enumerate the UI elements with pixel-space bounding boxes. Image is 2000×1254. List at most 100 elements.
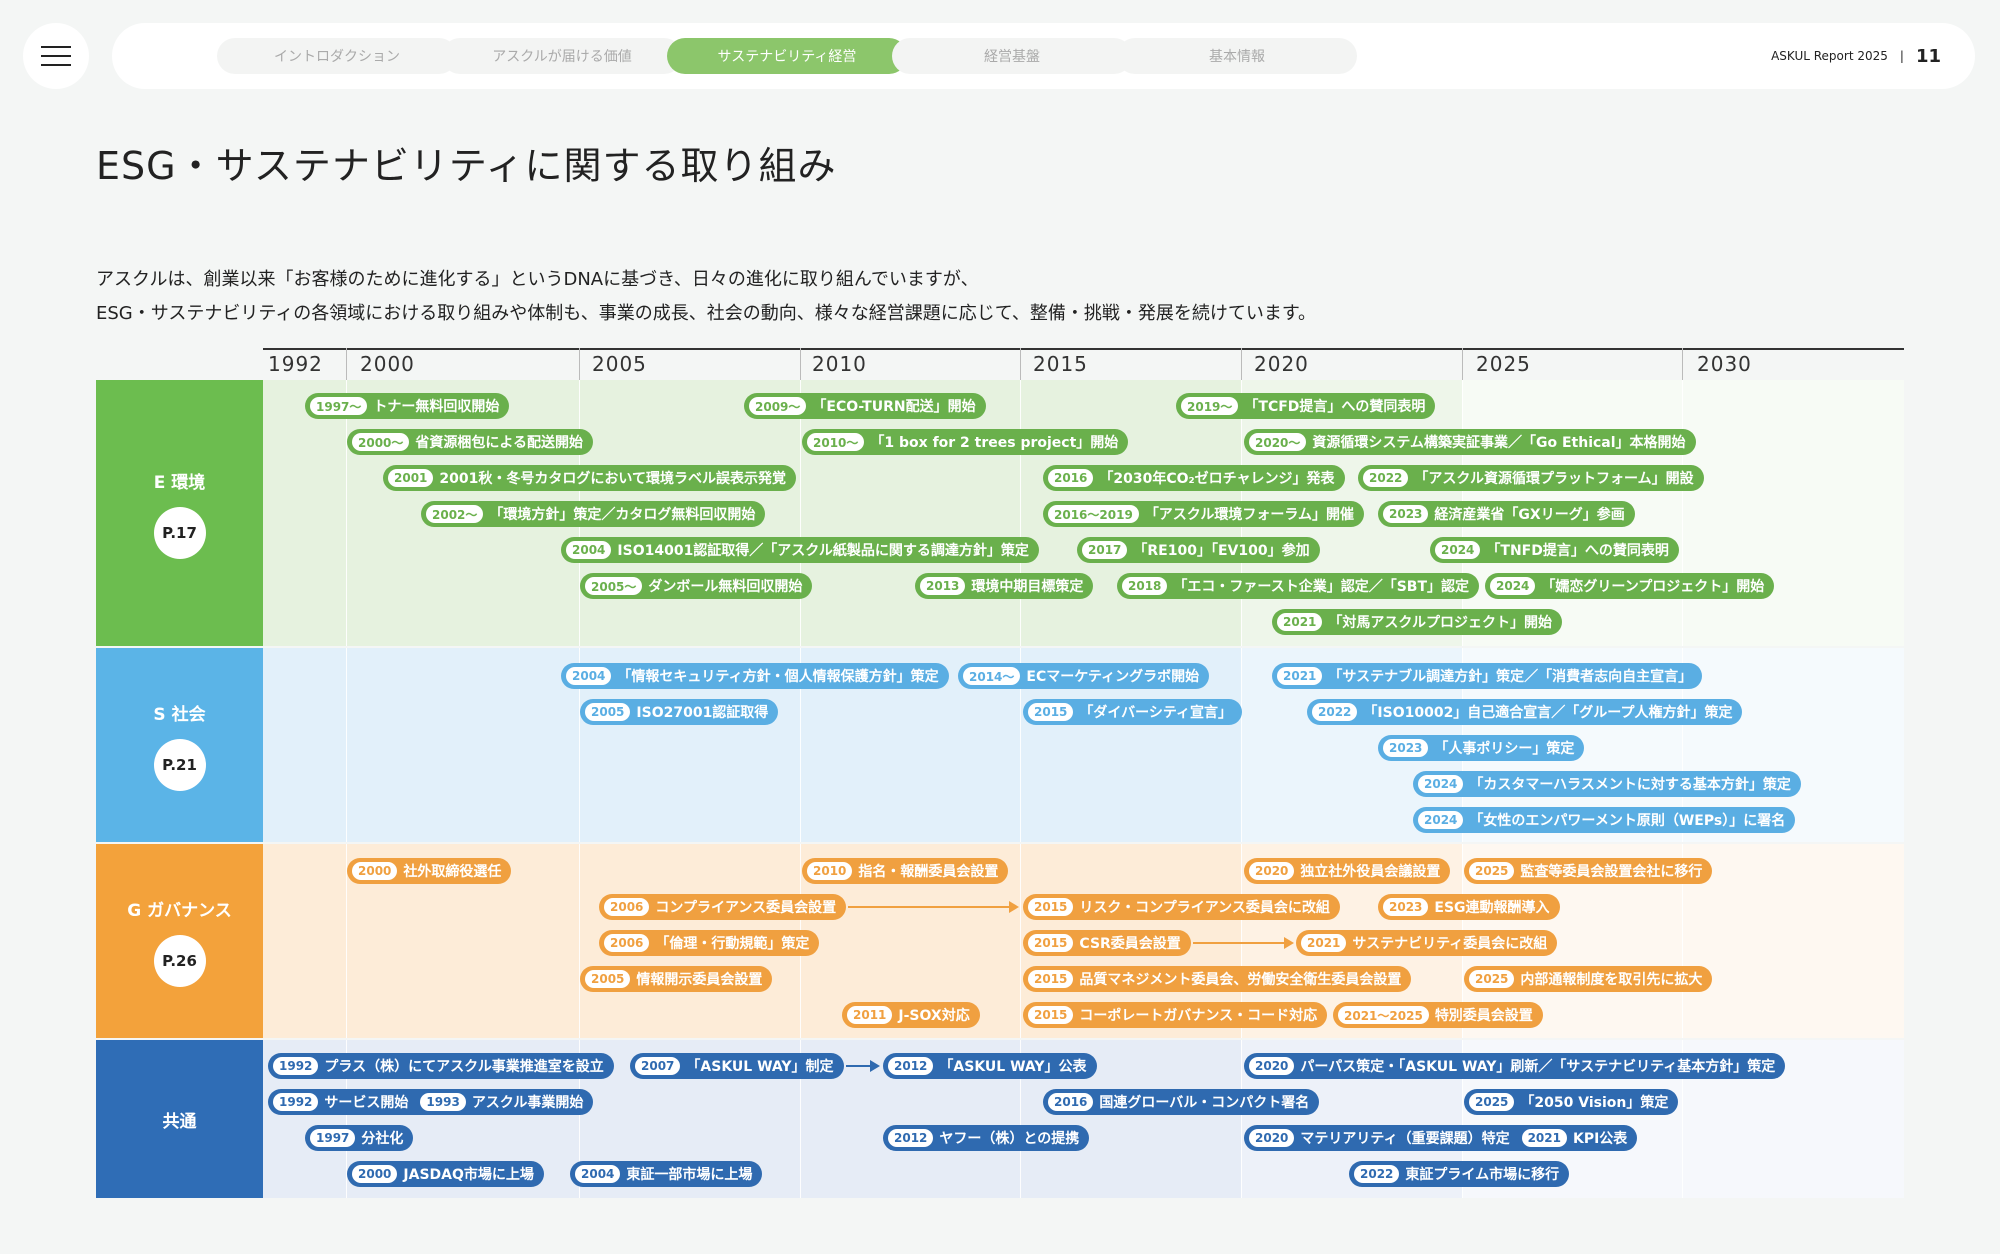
event-text: 「2030年CO₂ゼロチャレンジ」発表 [1099, 471, 1335, 487]
report-name: ASKUL Report 2025 [1771, 49, 1888, 63]
event-text: 分社化 [361, 1131, 404, 1147]
event-year: 2019〜 [1181, 397, 1239, 415]
event-year: 2024 [1418, 775, 1464, 793]
event-text: サービス開始 [324, 1095, 409, 1111]
nav-tab[interactable]: サステナビリティ経営 [667, 38, 907, 74]
event-year: 2022 [1312, 703, 1358, 721]
year-divider [1020, 1040, 1021, 1198]
timeline-event: 2012 「ASKUL WAY」公表 [883, 1053, 1097, 1079]
timeline-event: 2010 指名・報酬委員会設置 [802, 858, 1009, 884]
arrow-icon [848, 901, 1019, 913]
event-year: 2015 [1028, 703, 1074, 721]
year-divider [579, 1040, 580, 1198]
event-year: 1992 [273, 1057, 319, 1075]
timeline-event: 2000 JASDAQ市場に上場 [347, 1161, 544, 1187]
event-year: 2020 [1249, 1057, 1295, 1075]
event-text: 省資源梱包による配送開始 [415, 435, 583, 451]
nav-tab[interactable]: イントロダクション [217, 38, 457, 74]
event-year: 2006 [604, 934, 650, 952]
year-divider [1241, 844, 1242, 1038]
nav-tab[interactable]: 基本情報 [1117, 38, 1357, 74]
page-reference-link[interactable]: P.26 [153, 934, 206, 987]
top-navigation: イントロダクション アスクルが届ける価値 サステナビリティ経営 経営基盤 基本情報 AS… [112, 23, 1975, 89]
timeline-event: 2021 サステナビリティ委員会に改組 [1296, 930, 1558, 956]
timeline-event: 2020 独立社外役員会議設置 [1244, 858, 1451, 884]
event-text: 「2050 Vision」策定 [1520, 1095, 1669, 1111]
timeline-event: 2024 「女性のエンパワーメント原則（WEPs）」に署名 [1413, 807, 1796, 833]
event-year: 2020 [1249, 1129, 1295, 1147]
timeline-event: 2005 情報開示委員会設置 [580, 966, 773, 992]
event-text: 「アスクル環境フォーラム」開催 [1144, 507, 1354, 523]
event-text: 東証一部市場に上場 [626, 1167, 753, 1183]
event-year: 2025 [1469, 1093, 1515, 1111]
event-text: 「ダイバーシティ宣言」 [1079, 705, 1233, 721]
timeline-event: 2020〜 資源循環システム構築実証事業／「Go Ethical」本格開始 [1244, 429, 1696, 455]
timeline-event: 2004 ISO14001認証取得／「アスクル紙製品に関する調達方針」策定 [561, 537, 1039, 563]
event-text: 2001秋・冬号カタログにおいて環境ラベル誤表示発覚 [439, 471, 786, 487]
separator: | [1899, 49, 1904, 63]
page-reference-link[interactable]: P.21 [153, 738, 206, 791]
event-year: 2018 [1122, 577, 1168, 595]
timeline-event: 2015 品質マネジメント委員会、労働安全衛生委員会設置 [1023, 966, 1412, 992]
event-text: 内部通報制度を取引先に拡大 [1520, 972, 1703, 988]
timeline-event: 2015 CSR委員会設置 [1023, 930, 1191, 956]
year-divider [346, 648, 347, 842]
year-divider [1462, 1040, 1463, 1198]
event-year: 1992 [273, 1093, 319, 1111]
event-text: ダンボール無料回収開始 [648, 579, 803, 595]
event-text: アスクル事業開始 [471, 1095, 584, 1111]
timeline-event: 1997〜 トナー無料回収開始 [305, 393, 510, 419]
event-year: 2013 [920, 577, 966, 595]
event-text: 「嬬恋グリーンプロジェクト」開始 [1541, 579, 1765, 595]
timeline-event: 2015 リスク・コンプライアンス委員会に改組 [1023, 894, 1340, 920]
year-divider [1682, 380, 1683, 646]
timeline-event: 2023 経済産業省「GXリーグ」参画 [1378, 501, 1635, 527]
event-year: 1997〜 [310, 397, 368, 415]
event-year: 2016 [1048, 469, 1094, 487]
timeline-event: 2023 ESG連動報酬導入 [1378, 894, 1560, 920]
event-text: 「TNFD提言」への賛同表明 [1486, 543, 1669, 559]
report-info: ASKUL Report 2025 | 11 [1771, 23, 1941, 89]
event-year: 2005〜 [585, 577, 643, 595]
event-year: 2011 [847, 1006, 893, 1024]
section-label: G ガバナンス [127, 900, 232, 921]
year-divider [800, 348, 801, 380]
event-year: 2000 [352, 862, 398, 880]
timeline-event: 2023 「人事ポリシー」策定 [1378, 735, 1585, 761]
event-year: 2004 [575, 1165, 621, 1183]
year-divider [579, 844, 580, 1038]
page-reference-link[interactable]: P.17 [153, 506, 206, 559]
event-text: 「ECO-TURN配送」開始 [812, 399, 976, 415]
section-band-S: S 社会 P.21 [96, 648, 263, 842]
timeline-event: 2020 マテリアリティ（重要課題）特定 2021 KPI公表 [1244, 1125, 1638, 1151]
event-text: 「TCFD提言」への賛同表明 [1244, 399, 1426, 415]
timeline-event: 2025 「2050 Vision」策定 [1464, 1089, 1679, 1115]
intro-line-2: ESG・サステナビリティの各領域における取り組みや体制も、事業の成長、社会の動向… [96, 303, 1317, 324]
timeline-event: 2011 J-SOX対応 [842, 1002, 980, 1028]
event-year: 2012 [888, 1129, 934, 1147]
event-year: 2016 [1048, 1093, 1094, 1111]
nav-tab[interactable]: 経営基盤 [892, 38, 1132, 74]
event-text: 「環境方針」策定／カタログ無料回収開始 [489, 507, 756, 523]
timeline-event: 2024 「カスタマーハラスメントに対する基本方針」策定 [1413, 771, 1801, 797]
event-year: 2012 [888, 1057, 934, 1075]
menu-button[interactable] [23, 23, 89, 89]
event-year: 2020〜 [1249, 433, 1307, 451]
year-divider [346, 844, 347, 1038]
arrow-icon [1193, 937, 1294, 949]
year-divider [1682, 348, 1683, 380]
event-year: 2023 [1383, 505, 1429, 523]
hamburger-icon [41, 46, 71, 66]
event-text: リスク・コンプライアンス委員会に改組 [1079, 900, 1330, 916]
event-text: 監査等委員会設置会社に移行 [1520, 864, 1703, 880]
arrow-icon [846, 1060, 880, 1072]
year-label: 2000 [360, 352, 415, 376]
event-text: JASDAQ市場に上場 [403, 1167, 534, 1183]
timeline-event: 2012 ヤフー（株）との提携 [883, 1125, 1090, 1151]
timeline-event: 2006 コンプライアンス委員会設置 [599, 894, 847, 920]
event-text: プラス（株）にてアスクル事業推進室を設立 [324, 1059, 604, 1075]
timeline-event: 2014〜 ECマーケティングラボ開始 [958, 663, 1210, 689]
event-text: パーパス策定・「ASKUL WAY」刷新／「サステナビリティ基本方針」策定 [1300, 1059, 1776, 1075]
nav-tab[interactable]: アスクルが届ける価値 [442, 38, 682, 74]
event-text: 国連グローバル・コンパクト署名 [1099, 1095, 1310, 1111]
